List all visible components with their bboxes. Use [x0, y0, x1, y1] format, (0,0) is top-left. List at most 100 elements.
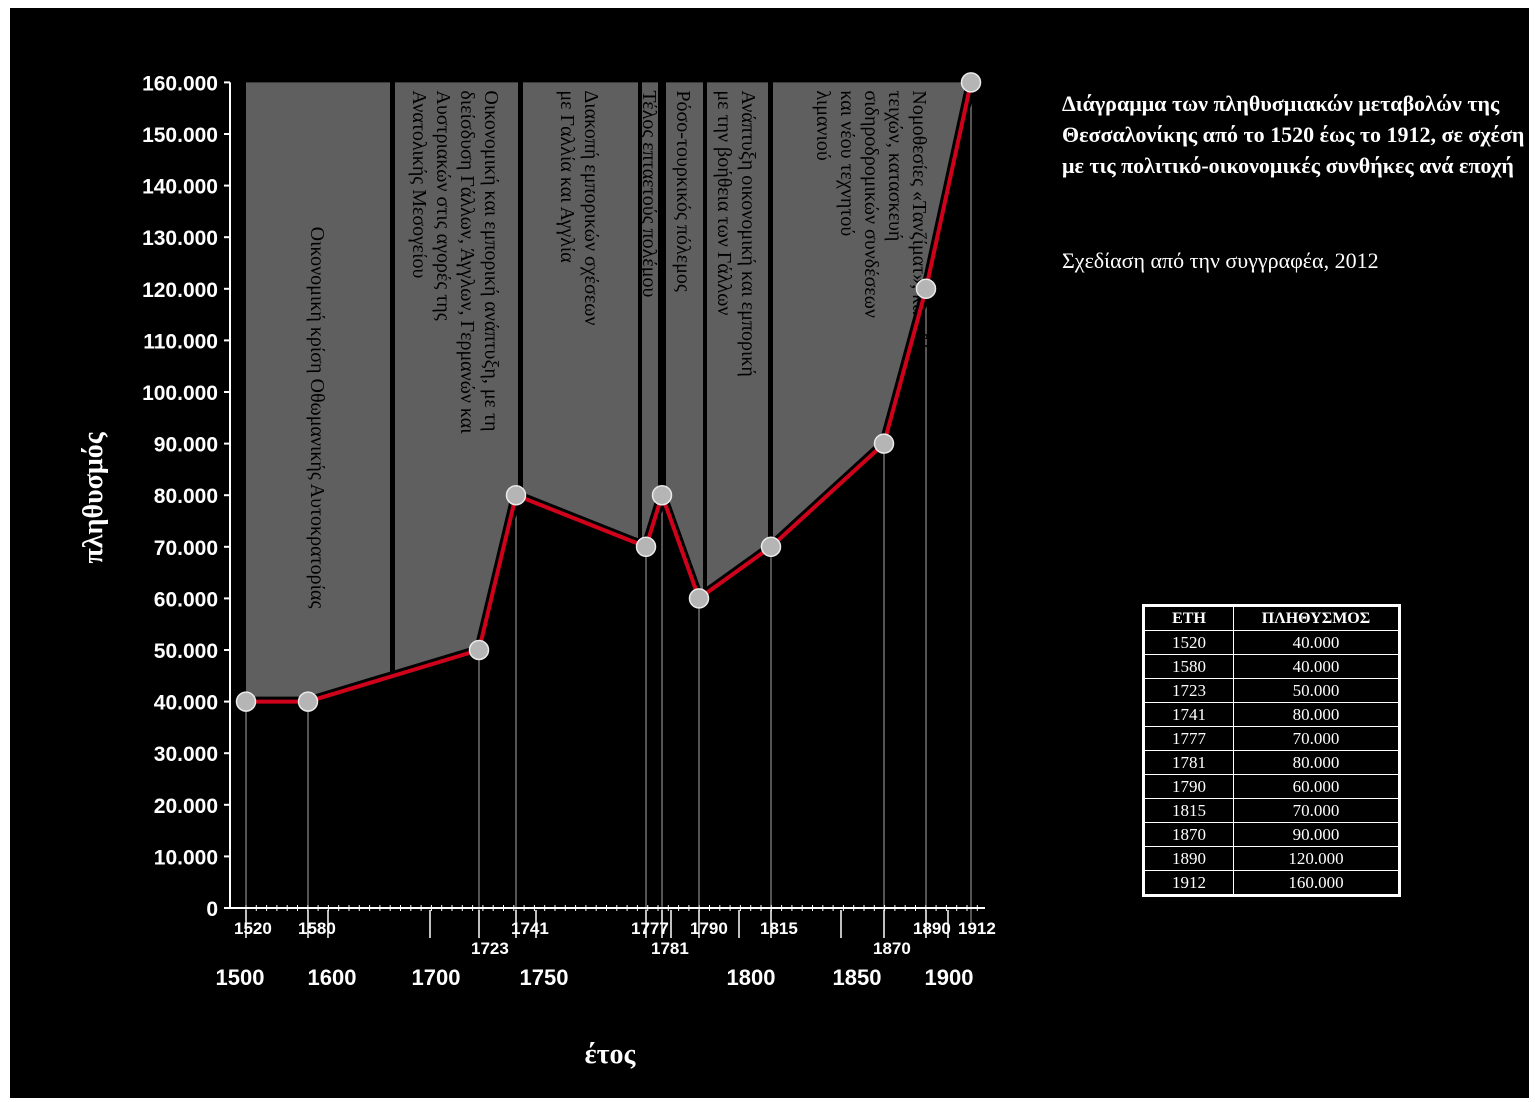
table-cell-population: 40.000	[1233, 630, 1400, 655]
table-row: 1723 50.000	[1143, 678, 1400, 703]
table-cell-population: 80.000	[1233, 750, 1400, 775]
period-label-3: Διακοπή εμπορικών σχέσεωνμε Γαλλία και Α…	[556, 90, 602, 325]
table-row: 1815 70.000	[1143, 798, 1400, 823]
table-cell-year: 1777	[1143, 726, 1234, 751]
period-text-2: Οικονομική και εμπορική ανάπτυξη, με τηδ…	[408, 90, 502, 434]
table-cell-population: 60.000	[1233, 774, 1400, 799]
period-text-line: και νέου τεχνητού	[836, 90, 858, 236]
table-cell-year: 1790	[1143, 774, 1234, 799]
data-point	[688, 588, 710, 609]
point-year-label: 1890	[913, 919, 951, 938]
table-cell-population: 50.000	[1233, 678, 1400, 703]
period-panel-6	[707, 82, 768, 593]
table-cell-year: 1781	[1143, 750, 1234, 775]
table-cell-population: 70.000	[1233, 726, 1400, 751]
x-axis-title: έτος	[585, 1039, 637, 1070]
chart-credit: Σχεδίαση από την συγγραφέα, 2012	[1062, 248, 1379, 273]
x-scale-label: 1600	[308, 965, 357, 990]
y-tick-label: 80.000	[154, 485, 218, 508]
table-cell-year: 1890	[1143, 846, 1234, 871]
table-row: 1790 60.000	[1143, 774, 1400, 799]
period-text-6: Ανάπτυξη οικονομική και εμπορικήμε την β…	[713, 90, 759, 376]
period-text-line: Οικονομική και εμπορική ανάπτυξη, με τη	[480, 90, 502, 431]
period-panel-2	[395, 82, 518, 676]
period-text-line: Διακοπή εμπορικών σχέσεων	[580, 90, 602, 325]
period-panel-1	[246, 82, 390, 702]
point-year-label: 1520	[234, 919, 272, 938]
x-scale-label: 1750	[520, 965, 569, 990]
point-year-label: 1781	[651, 939, 689, 958]
table-cell-year: 1912	[1143, 870, 1234, 896]
x-scale-label: 1850	[833, 965, 882, 990]
period-text-line: σιδηροδρομικών συνδέσεων	[860, 90, 882, 318]
table-cell-year: 1723	[1143, 678, 1234, 703]
period-text-1: Οικονομική κρίση Οθωμανικής Αυτοκρατορία…	[306, 227, 328, 609]
period-text-line: διείσδυση Γάλλων, Άγγλων, Γερμανών και	[456, 90, 478, 434]
period-label-7: Νομοθεσίες «Τανζίματ», κατεδάφισητειχών,…	[812, 90, 930, 389]
period-label-4: Τέλος επταετούς πολέμου	[638, 90, 660, 297]
table-cell-year: 1580	[1143, 654, 1234, 679]
point-year-label: 1870	[873, 939, 911, 958]
table-cell-population: 80.000	[1233, 702, 1400, 727]
period-text-4: Τέλος επταετούς πολέμου	[638, 90, 660, 297]
period-label-5: Ρόσο-τουρκικός πόλεμος	[672, 90, 694, 291]
x-scale-label: 1800	[727, 965, 776, 990]
period-label-1: Οικονομική κρίση Οθωμανικής Αυτοκρατορία…	[306, 227, 328, 609]
period-text-line: Αυστριακών στις αγορές της	[432, 90, 454, 320]
data-point	[635, 536, 657, 558]
chart-title: Διάγραμμα των πληθυσμιακών μεταβολών της…	[1062, 91, 1525, 178]
data-point	[651, 484, 673, 506]
period-text-line: Τέλος επταετούς πολέμου	[638, 90, 660, 297]
table-header-population: ΠΛΗΘΥΣΜΟΣ	[1233, 605, 1400, 631]
point-year-label: 1912	[958, 919, 996, 938]
point-year-label: 1777	[631, 919, 669, 938]
y-tick-label: 90.000	[154, 434, 218, 457]
period-text-line: Ρόσο-τουρκικός πόλεμος	[672, 90, 694, 291]
table-cell-population: 70.000	[1233, 798, 1400, 823]
period-text-3: Διακοπή εμπορικών σχέσεωνμε Γαλλία και Α…	[556, 90, 602, 325]
chart-canvas: Οικονομική κρίση Οθωμανικής Αυτοκρατορία…	[10, 8, 1529, 1098]
y-tick-label: 0	[206, 898, 218, 921]
population-table: ΕΤΗ ΠΛΗΘΥΣΜΟΣ 1520 40.000 1580 40.000 1723 50…	[1142, 604, 1401, 897]
y-tick-label: 120.000	[142, 279, 218, 302]
table-cell-year: 1870	[1143, 822, 1234, 847]
table-cell-population: 120.000	[1233, 846, 1400, 871]
data-point	[960, 72, 982, 93]
x-scale-label: 1700	[412, 965, 461, 990]
y-tick-label: 150.000	[142, 124, 218, 147]
population-chart: Οικονομική κρίση Οθωμανικής Αυτοκρατορία…	[78, 72, 996, 1070]
table-header-years: ΕΤΗ	[1143, 605, 1234, 631]
data-point	[468, 639, 490, 661]
period-label-2: Οικονομική και εμπορική ανάπτυξη, με τηδ…	[408, 90, 502, 434]
table-row: 1741 80.000	[1143, 702, 1400, 727]
y-tick-label: 110.000	[143, 330, 218, 353]
point-year-label: 1815	[760, 919, 798, 938]
period-text-line: με Γαλλία και Αγγλία	[556, 90, 578, 263]
period-text-line: τειχών, κατασκευή	[884, 90, 906, 241]
period-panel-3	[523, 82, 638, 544]
table-row: 1890 120.000	[1143, 846, 1400, 871]
y-tick-label: 140.000	[142, 176, 218, 199]
period-panel-4	[642, 82, 658, 547]
x-scale-label: 1900	[925, 965, 974, 990]
y-tick-label: 50.000	[154, 640, 218, 663]
table-cell-year: 1520	[1143, 630, 1234, 655]
period-text-5: Ρόσο-τουρκικός πόλεμος	[672, 90, 694, 291]
period-text-line: Νομοθεσίες «Τανζίματ», κατεδάφιση	[908, 90, 930, 389]
y-tick-label: 100.000	[142, 382, 218, 405]
table-cell-year: 1815	[1143, 798, 1234, 823]
y-tick-label: 30.000	[154, 743, 218, 766]
y-tick-label: 10.000	[154, 846, 218, 869]
table-row: 1870 90.000	[1143, 822, 1400, 847]
table-cell-population: 90.000	[1233, 822, 1400, 847]
period-panel-5	[666, 82, 703, 599]
point-year-label: 1741	[511, 919, 549, 938]
point-year-label: 1580	[298, 919, 336, 938]
y-tick-label: 60.000	[154, 588, 218, 611]
data-point	[505, 484, 527, 506]
table-row: 1912 160.000	[1143, 870, 1400, 896]
y-tick-label: 70.000	[154, 537, 218, 560]
data-point	[297, 691, 319, 712]
y-axis-title: πληθυσμός	[78, 431, 109, 563]
table-cell-population: 160.000	[1233, 870, 1400, 896]
